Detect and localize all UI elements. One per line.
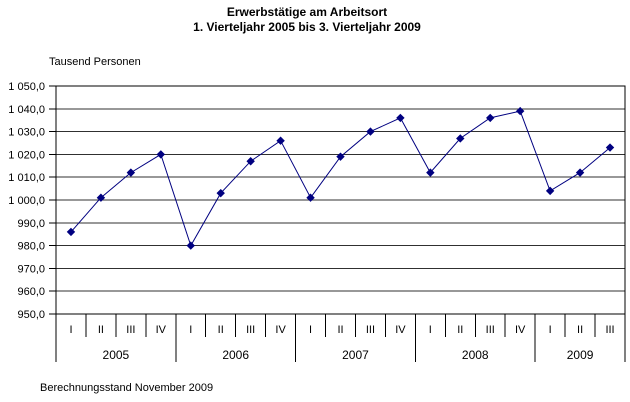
data-point-IV-2005: [156, 150, 166, 159]
quarter-label: I: [309, 324, 312, 336]
data-point-IV-2006: [276, 136, 285, 145]
data-point-I-2007: [306, 193, 315, 202]
quarter-label: II: [98, 324, 104, 336]
chart-subtitle: 1. Vierteljahr 2005 bis 3. Vierteljahr 2…: [193, 20, 421, 34]
quarter-label: III: [126, 324, 135, 336]
plot-area: 1 050,0 1 040,0 1 030,0 1 020,0 1 010,0 1 000…: [8, 81, 626, 362]
y-tick-label: 1 040,0: [8, 104, 45, 116]
year-label: 2006: [222, 348, 249, 362]
data-point-I-2008: [426, 168, 435, 177]
data-point-I-2009: [545, 186, 555, 196]
y-tick-label: 1 010,0: [8, 172, 45, 184]
quarter-label: IV: [275, 324, 286, 336]
y-tick-label: 950,0: [17, 309, 45, 321]
y-tick-label: 960,0: [17, 286, 45, 298]
quarter-label: I: [549, 324, 552, 336]
quarter-label: I: [69, 324, 72, 336]
data-point-III-2009: [605, 143, 615, 152]
quarter-label: I: [429, 324, 432, 336]
year-label: 2007: [342, 348, 369, 362]
data-point-III-2008: [486, 113, 495, 123]
y-axis-unit-label: Tausend Personen: [49, 56, 141, 68]
data-point-II-2007: [336, 152, 345, 161]
data-point-I-2005: [66, 227, 76, 237]
year-label: 2009: [567, 348, 594, 362]
data-point-IV-2008: [515, 106, 525, 116]
y-tick-label: 980,0: [17, 241, 45, 253]
year-label: 2008: [462, 348, 489, 362]
quarter-label: IV: [156, 324, 167, 336]
data-point-III-2005: [126, 168, 136, 177]
year-label: 2005: [103, 348, 130, 362]
data-point-III-2007: [366, 127, 375, 136]
data-point-IV-2007: [396, 113, 405, 123]
data-point-II-2008: [456, 134, 465, 143]
quarter-label: III: [366, 324, 375, 336]
y-tick-label: 1 050,0: [8, 81, 45, 93]
quarter-label: II: [337, 324, 343, 336]
data-point-I-2006: [186, 241, 195, 250]
quarter-label: II: [218, 324, 224, 336]
quarter-label: II: [457, 324, 463, 336]
quarter-label: IV: [515, 324, 526, 336]
y-tick-label: 1 000,0: [8, 195, 45, 207]
data-point-III-2006: [246, 157, 255, 166]
quarter-label: III: [605, 324, 614, 336]
quarter-label: I: [189, 324, 192, 336]
y-tick-label: 970,0: [17, 263, 45, 275]
y-tick-label: 1 020,0: [8, 149, 45, 161]
data-point-II-2006: [216, 188, 225, 198]
quarter-label: III: [486, 324, 495, 336]
chart-title: Erwerbstätige am Arbeitsort: [227, 5, 387, 19]
data-point-II-2005: [96, 193, 106, 202]
y-tick-label: 990,0: [17, 218, 45, 230]
quarter-label: IV: [395, 324, 406, 336]
plot-border: [55, 85, 626, 315]
data-point-II-2009: [575, 168, 585, 177]
quarter-label: II: [577, 324, 583, 336]
y-tick-label: 1 030,0: [8, 127, 45, 139]
quarter-label: III: [246, 324, 255, 336]
footnote: Berechnungsstand November 2009: [40, 382, 213, 394]
